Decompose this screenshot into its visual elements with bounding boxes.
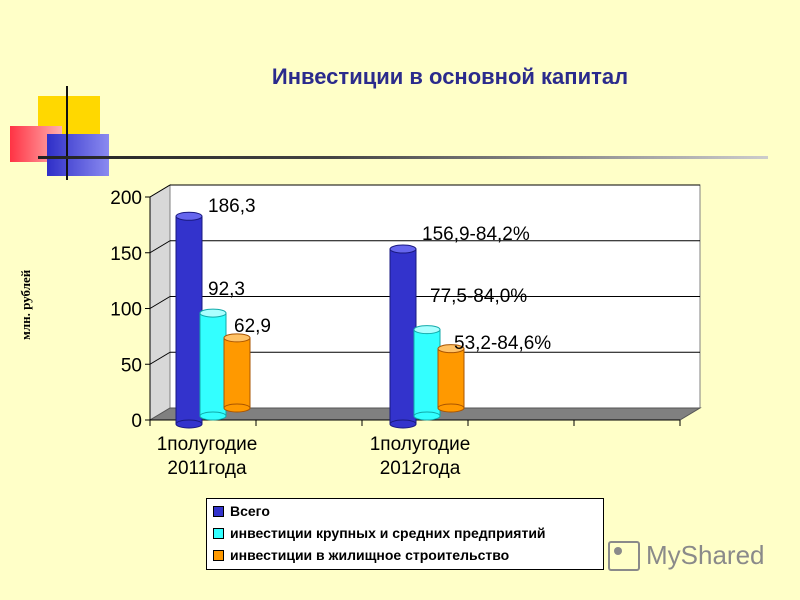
bar [199, 312, 227, 417]
legend-item: инвестиции крупных и средних предприятий [213, 524, 546, 542]
gridline-side [149, 296, 171, 309]
bar-bottom [413, 411, 441, 421]
x-tick-label: 2012года [380, 458, 461, 479]
x-tick-label: 1полугодие [157, 434, 258, 455]
gridline-side [149, 184, 171, 198]
bar-bottom [175, 419, 203, 429]
deco-horizontal-line [38, 156, 768, 159]
bar-top [223, 333, 251, 343]
legend-item: Всего [213, 502, 270, 520]
bar-bottom [223, 403, 251, 413]
deco-vertical-line [66, 86, 68, 180]
y-tick-label: 200 [110, 188, 142, 209]
bar-bottom [389, 419, 417, 429]
data-label: 62,9 [234, 316, 271, 337]
legend-swatch [213, 549, 224, 561]
x-tick-label: 2011года [167, 458, 247, 479]
watermark-text: MyShared [646, 540, 765, 570]
data-label: 92,3 [208, 279, 245, 300]
legend-label: инвестиции крупных и средних предприятий [230, 525, 546, 541]
bar-top [413, 325, 441, 335]
plot-area: 0 50 100 150 200 186,3 92,3 62,9 1полугодие 2011г… [110, 184, 702, 479]
y-tick-label: 100 [110, 300, 142, 321]
y-tick-label: 0 [131, 411, 142, 432]
data-label: 156,9-84,2% [422, 224, 530, 245]
bar [175, 215, 203, 425]
watermark: MyShared [608, 540, 765, 571]
data-label: 186,3 [208, 196, 256, 217]
x-tick-label: 1полугодие [370, 434, 471, 455]
chart-legend: Всего инвестиции крупных и средних предпр… [206, 498, 604, 570]
bar [437, 348, 465, 409]
y-tick-label: 150 [110, 244, 142, 265]
bar-top [175, 211, 203, 221]
bar-top [389, 244, 417, 254]
legend-swatch [213, 527, 224, 539]
data-label: 53,2-84,6% [454, 333, 551, 354]
legend-swatch [213, 505, 224, 517]
bar [413, 329, 441, 417]
bar-bottom [437, 403, 465, 413]
legend-label: инвестиции в жилищное строительство [230, 547, 510, 563]
bar-top [437, 344, 465, 354]
bar [389, 248, 417, 425]
bar-bottom [199, 411, 227, 421]
y-tick-label: 50 [121, 355, 142, 376]
deco-blue-square [47, 134, 109, 176]
page-title: Инвестиции в основной капитал [271, 64, 629, 89]
presentation-icon [608, 540, 640, 571]
gridline-side [149, 240, 171, 254]
bar-top [199, 308, 227, 318]
bar [223, 337, 251, 409]
legend-item: инвестиции в жилищное строительство [213, 546, 509, 564]
data-label: 77,5-84,0% [430, 286, 527, 307]
legend-label: Всего [230, 503, 270, 519]
gridline-side [149, 351, 171, 365]
